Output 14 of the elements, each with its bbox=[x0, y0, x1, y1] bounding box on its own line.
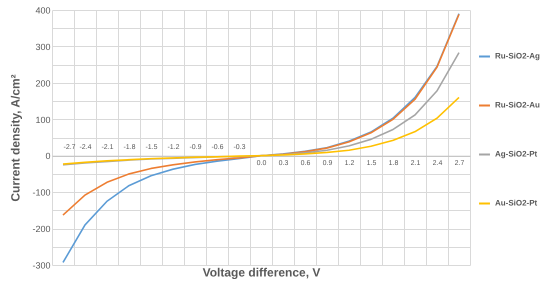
x-axis-title: Voltage difference, V bbox=[202, 266, 320, 280]
y-tick-label: -300 bbox=[32, 260, 50, 270]
y-tick-label: 400 bbox=[35, 6, 50, 16]
y-tick-label: 100 bbox=[35, 114, 50, 125]
legend-label: Au-SiO2-Pt bbox=[495, 198, 538, 208]
y-tick-label: -200 bbox=[32, 224, 50, 234]
y-tick-label: 0 bbox=[45, 151, 50, 162]
legend-label: Ag-SiO2-Pt bbox=[495, 150, 538, 158]
y-tick-label: 200 bbox=[35, 78, 50, 88]
y-tick-label: 300 bbox=[35, 42, 50, 52]
legend-label: Ru-SiO2-Au bbox=[495, 100, 540, 110]
legend-label: Ru-SiO2-Ag bbox=[495, 52, 540, 60]
y-axis-title: Current density, A/cm² bbox=[8, 74, 22, 202]
y-tick-label: -100 bbox=[32, 188, 50, 198]
